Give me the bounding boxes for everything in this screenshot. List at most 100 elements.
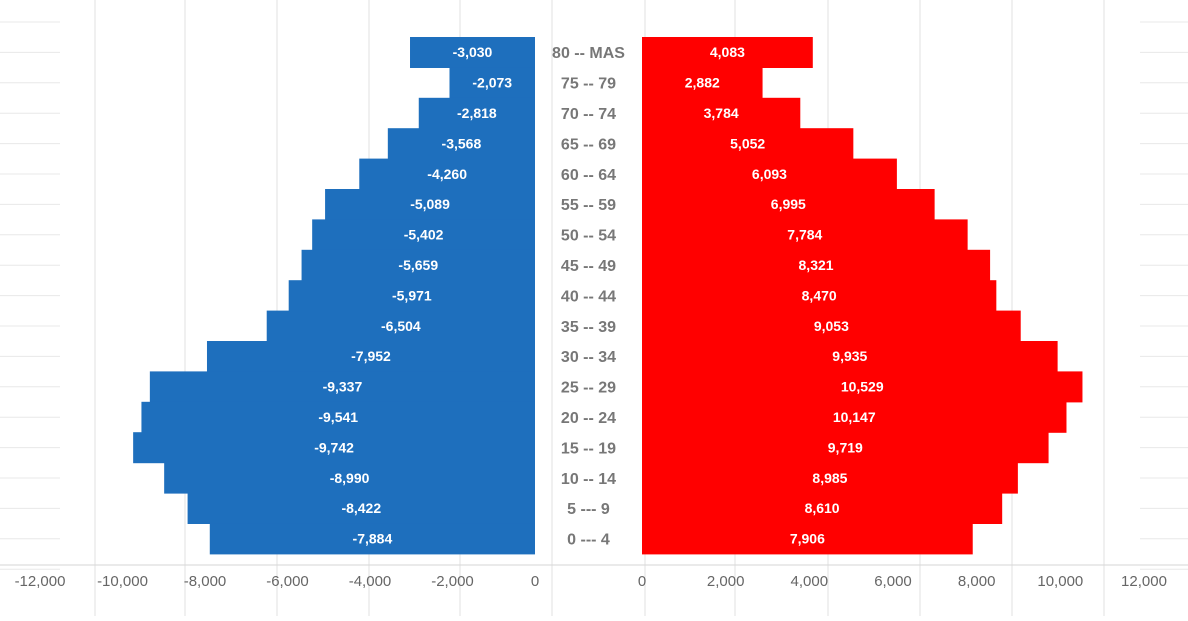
bar-right (642, 219, 968, 251)
data-label-right: 3,784 (704, 105, 739, 121)
age-group-label: 5 --- 9 (567, 501, 610, 518)
x-tick-label-left: -6,000 (266, 573, 309, 590)
data-label-left: -3,030 (453, 44, 493, 60)
age-group-label: 10 -- 14 (561, 471, 616, 488)
data-label-left: -2,073 (472, 75, 512, 91)
data-label-right: 10,529 (841, 379, 884, 395)
bar-left (266, 310, 535, 342)
bar-right (642, 97, 801, 129)
bar-right (642, 432, 1049, 464)
bar-left (164, 462, 535, 494)
data-label-left: -5,971 (392, 287, 432, 303)
bar-right (642, 128, 854, 160)
age-group-label: 75 -- 79 (561, 76, 616, 93)
bar-left (141, 401, 535, 433)
data-label-right: 8,470 (802, 287, 837, 303)
bar-right (642, 523, 973, 555)
data-label-right: 6,995 (771, 196, 806, 212)
bar-left (449, 67, 535, 99)
x-tick-label-right: 10,000 (1037, 573, 1083, 590)
data-label-right: 9,719 (828, 439, 863, 455)
data-label-left: -9,337 (323, 379, 363, 395)
x-tick-label-right: 4,000 (791, 573, 829, 590)
bar-left (359, 158, 535, 190)
age-group-label: 15 -- 19 (561, 440, 616, 457)
age-group-label: 55 -- 59 (561, 197, 616, 214)
data-label-right: 9,935 (832, 348, 867, 364)
age-group-label: 60 -- 64 (561, 167, 616, 184)
bar-right (642, 493, 1003, 524)
age-group-label: 50 -- 54 (561, 228, 616, 245)
data-label-left: -4,260 (427, 166, 467, 182)
data-label-left: -2,818 (457, 105, 497, 121)
data-label-right: 8,610 (805, 500, 840, 516)
x-tick-label-left: -4,000 (349, 573, 392, 590)
data-label-right: 9,053 (814, 318, 849, 334)
data-label-left: -5,659 (398, 257, 438, 273)
data-label-left: -6,504 (381, 318, 421, 334)
bar-right (642, 341, 1058, 372)
bar-right (642, 280, 997, 312)
data-label-right: 7,784 (787, 227, 822, 243)
data-label-left: -7,952 (351, 348, 391, 364)
age-group-label: 25 -- 29 (561, 380, 616, 397)
bar-left (301, 249, 535, 281)
data-label-right: 8,985 (812, 470, 847, 486)
bar-right (642, 67, 763, 99)
data-label-right: 8,321 (799, 257, 834, 273)
x-tick-label-right: 12,000 (1121, 573, 1167, 590)
x-tick-label-right: 6,000 (874, 573, 912, 590)
bar-left (206, 341, 536, 372)
data-label-left: -9,541 (318, 409, 358, 425)
bar-right (642, 37, 813, 68)
data-label-left: -5,402 (404, 227, 444, 243)
age-group-label: 35 -- 39 (561, 319, 616, 336)
bar-left (418, 97, 535, 129)
data-label-left: -3,568 (442, 135, 482, 151)
axis-layer: -12,000 -10,000 -8,000 -6,000 -4,000 -2,000 0 0… (15, 573, 1167, 590)
bars-layer (133, 37, 1083, 555)
data-label-right: 2,882 (685, 75, 720, 91)
bar-right (642, 371, 1083, 403)
age-group-label: 30 -- 34 (561, 349, 616, 366)
x-tick-label-right: 0 (638, 573, 646, 590)
age-group-label: 70 -- 74 (561, 106, 616, 123)
age-group-label: 80 -- MAS (552, 45, 625, 62)
bar-right (642, 310, 1021, 342)
x-tick-label-left: -2,000 (431, 573, 474, 590)
data-label-right: 4,083 (710, 44, 745, 60)
bar-left (312, 219, 535, 251)
data-label-right: 6,093 (752, 166, 787, 182)
data-label-left: -8,990 (330, 470, 370, 486)
bar-left (387, 128, 535, 160)
labels-layer: -3,030 4,083 80 -- MAS -2,073 2,882 75 -- 79 -… (314, 44, 884, 548)
data-label-right: 5,052 (730, 135, 765, 151)
data-label-right: 7,906 (790, 531, 825, 547)
x-tick-label-left: -8,000 (184, 573, 227, 590)
age-group-label: 45 -- 49 (561, 258, 616, 275)
x-tick-label-left: -10,000 (97, 573, 148, 590)
age-group-label: 65 -- 69 (561, 136, 616, 153)
bar-left (209, 523, 535, 555)
data-label-left: -8,422 (341, 500, 381, 516)
bar-left (288, 280, 535, 312)
bar-right (642, 401, 1067, 433)
x-tick-label-right: 2,000 (707, 573, 745, 590)
x-tick-label-left: 0 (531, 573, 539, 590)
bar-right (642, 189, 935, 220)
bar-left (410, 37, 535, 68)
bar-left (149, 371, 535, 403)
bar-left (325, 189, 535, 220)
bar-left (133, 432, 535, 464)
x-tick-label-left: -12,000 (15, 573, 66, 590)
bar-left (187, 493, 535, 524)
age-group-label: 20 -- 24 (561, 410, 616, 427)
data-label-left: -7,884 (353, 531, 393, 547)
data-label-left: -9,742 (314, 439, 354, 455)
age-group-label: 40 -- 44 (561, 288, 616, 305)
data-label-right: 10,147 (833, 409, 876, 425)
bar-right (642, 158, 897, 190)
bar-right (642, 249, 991, 281)
